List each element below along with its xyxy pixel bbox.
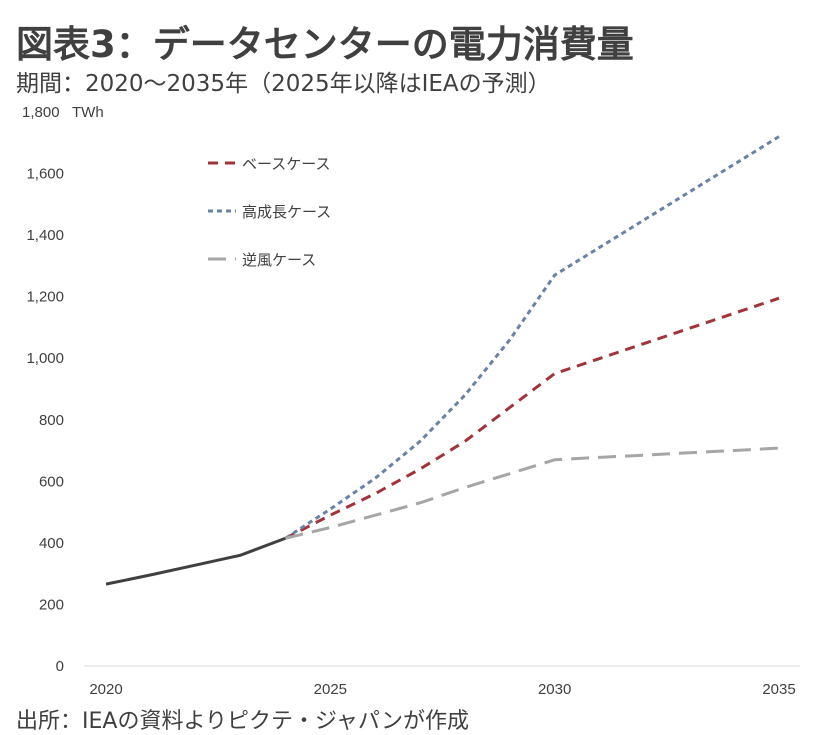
legend-label: ベースケース — [242, 155, 331, 173]
y-tick-label: 1,600 — [26, 166, 64, 183]
y-tick-label: 200 — [39, 596, 64, 613]
y-tick-label: 1,000 — [26, 350, 64, 367]
x-tick-label: 2030 — [538, 681, 571, 698]
chart-title: 図表3：データセンターの電力消費量 — [16, 23, 634, 66]
y-tick-label: 400 — [39, 535, 64, 552]
series-line-0 — [105, 536, 286, 586]
y-tick-label: 600 — [39, 473, 64, 490]
y-tick-label: 1,400 — [26, 227, 64, 244]
source-note: 出所：IEAの資料よりピクテ・ジャパンが作成 — [16, 709, 469, 734]
y-tick-label: 0 — [56, 658, 64, 675]
legend-label: 高成長ケース — [242, 203, 331, 221]
chart-subtitle: 期間：2020〜2035年（2025年以降はIEAの予測） — [16, 71, 551, 97]
x-tick-label: 2025 — [314, 681, 347, 698]
series-line-3 — [285, 446, 780, 540]
y-tick-label: 800 — [39, 412, 64, 429]
y-tick-label: 1,200 — [26, 289, 64, 306]
y-tick-label: 1,800 — [22, 104, 60, 121]
series-line-2 — [284, 135, 780, 540]
legend-label: 逆風ケース — [242, 251, 316, 269]
x-tick-label: 2020 — [89, 681, 122, 698]
x-tick-label: 2035 — [762, 681, 795, 698]
series-line-1 — [284, 296, 780, 540]
y-axis-unit: TWh — [72, 104, 104, 121]
